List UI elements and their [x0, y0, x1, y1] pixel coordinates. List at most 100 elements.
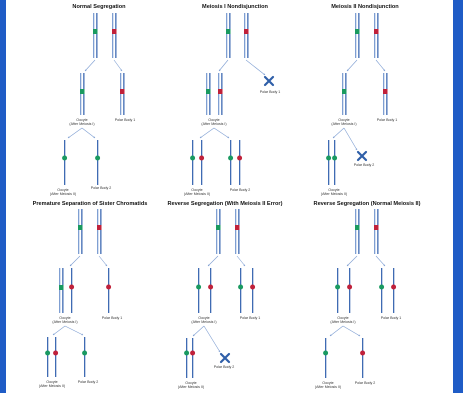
arrow [346, 59, 358, 72]
chromosome-green [355, 13, 360, 58]
panel-reverse-segregation-error: Reverse Segregation (With Meiosis II Err… [168, 201, 283, 389]
chromatid-red [250, 268, 256, 313]
chromosome-green [93, 13, 98, 58]
label-oocyte: Oocyte [208, 118, 219, 122]
panel-premature-separation: Premature Separation of Sister Chromatid… [33, 201, 148, 388]
label-oocyte: Oocyte [59, 316, 70, 320]
chromosome-red [244, 13, 249, 58]
panel-title: Reverse Segregation (Normal Meiosis II) [314, 201, 421, 207]
label-oocyte: Oocyte [46, 380, 57, 384]
chromosome-red [112, 13, 117, 58]
label-oocyte: Oocyte [322, 381, 333, 385]
arrow [199, 127, 215, 139]
label-after-meiosis-1: (After Meiosis I) [331, 122, 356, 126]
chromatid-green [62, 140, 68, 185]
panel-title: Meiosis I Nondisjunction [202, 4, 268, 10]
chromatid-green [196, 268, 202, 313]
arrow [207, 255, 219, 267]
chromosome-pair [93, 13, 117, 58]
panel-title: Meiosis II Nondisjunction [331, 4, 399, 10]
label-oocyte: Oocyte [76, 118, 87, 122]
chromosome-green [59, 268, 64, 313]
panel-normal-segregation: Normal Segregation Oocyte (After Meiosis… [50, 4, 135, 196]
chromatid-green [82, 337, 88, 377]
label-oocyte: Oocyte [185, 381, 196, 385]
arrow [113, 59, 123, 72]
panel-meiosis-1-nondisjunction: Meiosis I Nondisjunction Polar Body 1 Oo… [184, 4, 280, 196]
arrow [52, 325, 66, 336]
arrow [64, 325, 84, 336]
label-polar-body-1: Polar Body 1 [115, 118, 136, 122]
label-after-meiosis-2: (After Meiosis II) [184, 192, 210, 196]
chromatid-red [347, 268, 353, 313]
chromosome-red [218, 73, 223, 115]
panel-meiosis-2-nondisjunction: Meiosis II Nondisjunction Oocyte (After … [321, 4, 399, 196]
empty-polar-body-cross-icon [356, 150, 368, 162]
chromatid-green [45, 337, 51, 377]
label-after-meiosis-2: (After Meiosis II) [315, 385, 341, 389]
chromatid-green [238, 268, 244, 313]
label-polar-body-1: Polar Body 1 [102, 316, 123, 320]
arrow [84, 59, 96, 72]
chromosome-red [374, 13, 379, 58]
chromatid-green [323, 338, 329, 378]
arrow [342, 325, 361, 337]
chromosome-red [383, 73, 388, 115]
arrow [81, 127, 96, 139]
chromatid-red [69, 268, 75, 313]
arrow [343, 127, 358, 151]
chromatid-red [199, 140, 205, 185]
chromosome-red [97, 209, 102, 254]
empty-polar-body-cross-icon [219, 352, 231, 364]
chromosome-green [216, 209, 221, 254]
label-oocyte: Oocyte [328, 188, 339, 192]
chromosome-green [226, 13, 231, 58]
chromatid-green [228, 140, 234, 185]
chromatid-red [208, 268, 214, 313]
chromatid-red [391, 268, 397, 313]
arrow [203, 325, 221, 353]
chromosome-red [235, 209, 240, 254]
label-oocyte: Oocyte [191, 188, 202, 192]
label-oocyte: Oocyte [198, 316, 209, 320]
panel-title: Normal Segregation [72, 4, 126, 10]
label-after-meiosis-1: (After Meiosis I) [69, 122, 94, 126]
arrow [236, 255, 246, 267]
panel-title: Premature Separation of Sister Chromatid… [33, 201, 148, 207]
label-oocyte: Oocyte [337, 316, 348, 320]
chromatid-green [95, 140, 101, 185]
label-after-meiosis-1: (After Meiosis I) [330, 320, 355, 324]
panel-title: Reverse Segregation (With Meiosis II Err… [168, 201, 283, 207]
label-polar-body-2: Polar Body 2 [354, 163, 375, 167]
chromatid-red [190, 338, 196, 378]
label-after-meiosis-2: (After Meiosis II) [50, 192, 76, 196]
chromatid-green [184, 338, 190, 378]
chromatid-red [237, 140, 243, 185]
label-after-meiosis-2: (After Meiosis II) [178, 385, 204, 389]
label-after-meiosis-1: (After Meiosis I) [201, 122, 226, 126]
chromatid-green [379, 268, 385, 313]
chromatid-green [332, 140, 338, 185]
arrow [375, 59, 386, 72]
arrow [375, 255, 386, 267]
panel-reverse-segregation-normal: Reverse Segregation (Normal Meiosis II) … [314, 201, 421, 389]
chromosome-red [374, 209, 379, 254]
arrow [69, 255, 81, 267]
empty-polar-body-cross-icon [263, 75, 275, 87]
label-polar-body-1: Polar Body 1 [240, 316, 261, 320]
chromosome-green [80, 73, 85, 115]
arrow [346, 255, 358, 267]
chromatid-green [190, 140, 196, 185]
label-polar-body-1: Polar Body 1 [260, 90, 281, 94]
label-polar-body-1: Polar Body 1 [381, 316, 402, 320]
label-polar-body-2: Polar Body 2 [214, 365, 235, 369]
chromatid-green [326, 140, 332, 185]
label-polar-body-1: Polar Body 1 [377, 118, 398, 122]
arrow [98, 255, 108, 267]
diagram-canvas [6, 0, 453, 393]
arrow [67, 127, 83, 139]
label-after-meiosis-2: (After Meiosis II) [39, 384, 65, 388]
chromosome-green [342, 73, 347, 115]
chromatid-red [106, 268, 112, 313]
label-polar-body-2: Polar Body 2 [91, 186, 112, 190]
